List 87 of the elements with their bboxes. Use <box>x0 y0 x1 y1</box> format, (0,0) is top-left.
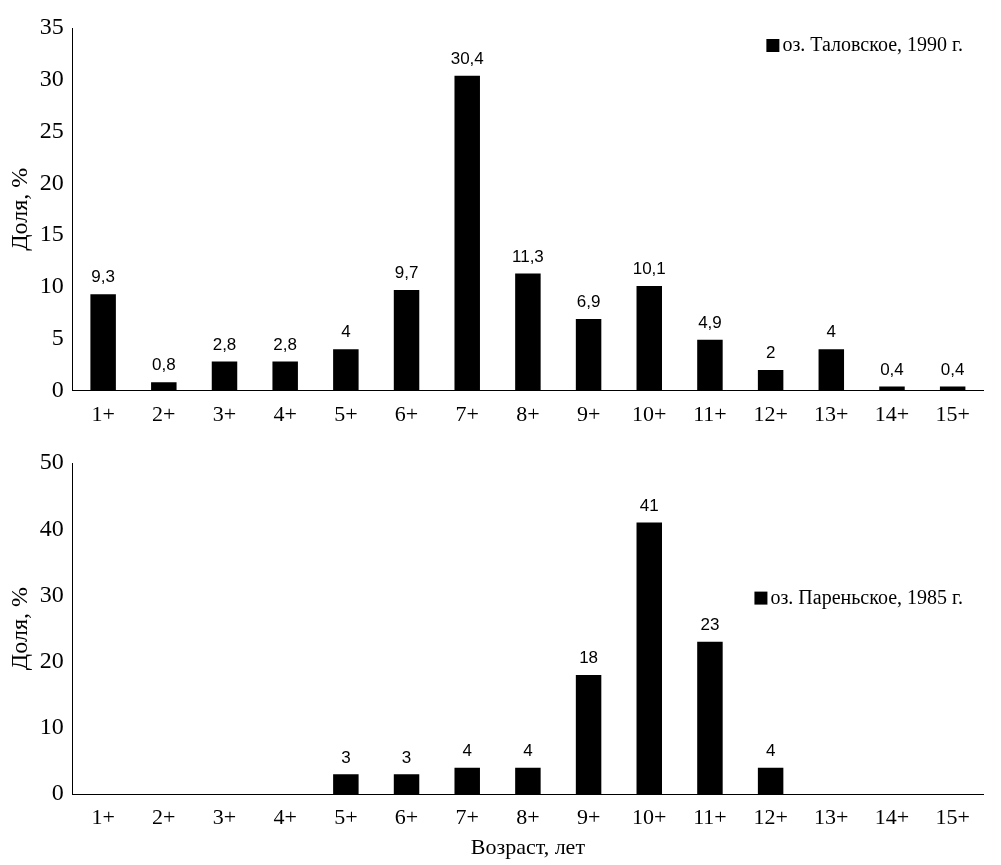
bar <box>879 386 905 391</box>
x-tick-label: 13+ <box>814 804 849 830</box>
x-tick-label: 4+ <box>273 400 297 426</box>
x-tick-label: 2+ <box>152 400 176 426</box>
x-tick-label: 1+ <box>91 804 115 830</box>
y-tick-label: 10 <box>39 272 64 299</box>
text: 2 <box>765 343 776 363</box>
x-tick-label: 12+ <box>753 804 788 830</box>
legend-label: оз. Пареньское, 1985 г. <box>770 585 964 609</box>
bar <box>333 349 359 391</box>
data-label: 3 <box>401 747 412 767</box>
bar <box>939 386 966 391</box>
bar <box>636 285 662 391</box>
x-tick-label: 5+ <box>334 804 358 830</box>
x-tick-label: 8+ <box>516 400 540 426</box>
x-tick-label: 10+ <box>632 400 667 426</box>
y-tick-label: 10 <box>39 713 64 740</box>
x-tick-label: 14+ <box>874 400 910 426</box>
y-tick-label: 15 <box>39 220 64 247</box>
text: 9,3 <box>91 267 115 287</box>
y-tick-label: 0 <box>51 779 64 806</box>
data-label: 41 <box>639 495 659 515</box>
x-tick-label: 8+ <box>516 804 540 830</box>
text: 0,4 <box>880 359 904 379</box>
text: 10,1 <box>632 259 666 279</box>
text: 4,9 <box>698 313 722 333</box>
x-tick-label: 2+ <box>152 804 176 830</box>
y-tick-label: 20 <box>39 647 64 674</box>
bar <box>211 361 238 391</box>
y-tick-label: 0 <box>51 375 64 402</box>
y-axis-title: Доля, % <box>5 587 32 671</box>
text: 0,4 <box>940 359 965 379</box>
text: 0,8 <box>152 355 176 375</box>
bar <box>454 75 480 391</box>
x-tick-label: 5+ <box>334 400 358 426</box>
text: 2,8 <box>212 334 237 354</box>
x-tick-label: 11+ <box>693 804 727 830</box>
x-tick-label: 1+ <box>91 400 115 426</box>
text: 30,4 <box>450 48 484 68</box>
x-tick-label: 14+ <box>874 804 910 830</box>
x-tick-label: 15+ <box>935 804 970 830</box>
data-label: 18 <box>579 648 599 668</box>
text: 2,8 <box>273 334 297 354</box>
x-tick-label: 9+ <box>576 804 601 830</box>
bar <box>515 273 541 391</box>
text: 11,3 <box>511 246 544 266</box>
y-axis-title: Доля, % <box>5 167 32 251</box>
text: 9,7 <box>394 263 419 283</box>
data-label: 4 <box>462 740 472 760</box>
legend-label: оз. Таловское, 1990 г. <box>782 33 963 56</box>
x-tick-label: 11+ <box>693 400 727 426</box>
bar <box>393 290 420 391</box>
data-label: 3 <box>341 747 351 767</box>
y-tick-label: 5 <box>51 324 64 351</box>
bar <box>757 369 784 391</box>
text: 4 <box>341 322 351 342</box>
bar <box>151 382 177 391</box>
x-tick-label: 4+ <box>273 804 297 830</box>
x-tick-label: 7+ <box>455 400 479 426</box>
x-tick-label: 15+ <box>935 400 970 426</box>
bar <box>272 361 298 391</box>
data-label: 4 <box>523 740 533 760</box>
x-tick-label: 13+ <box>814 400 849 426</box>
bar <box>697 339 723 391</box>
y-tick-label: 35 <box>39 13 64 40</box>
text: 6,9 <box>576 292 601 312</box>
x-axis-title: Возраст, лет <box>470 833 586 859</box>
y-tick-label: 25 <box>39 116 64 143</box>
x-tick-label: 6+ <box>394 804 419 830</box>
y-tick-label: 50 <box>39 448 64 475</box>
x-tick-label: 10+ <box>632 804 667 830</box>
y-tick-label: 30 <box>39 65 64 92</box>
bar <box>90 294 116 391</box>
x-tick-label: 7+ <box>455 804 479 830</box>
bar <box>575 319 602 391</box>
y-tick-label: 40 <box>39 514 64 541</box>
data-label: 4 <box>765 740 776 760</box>
text: 4 <box>826 322 837 342</box>
x-tick-label: 6+ <box>394 400 419 426</box>
x-tick-label: 12+ <box>753 400 788 426</box>
y-tick-label: 30 <box>39 580 64 607</box>
x-tick-label: 9+ <box>576 400 601 426</box>
x-tick-label: 3+ <box>212 400 237 426</box>
y-tick-label: 20 <box>39 168 64 195</box>
data-label: 23 <box>700 615 720 635</box>
bar <box>818 349 845 391</box>
x-tick-label: 3+ <box>212 804 237 830</box>
